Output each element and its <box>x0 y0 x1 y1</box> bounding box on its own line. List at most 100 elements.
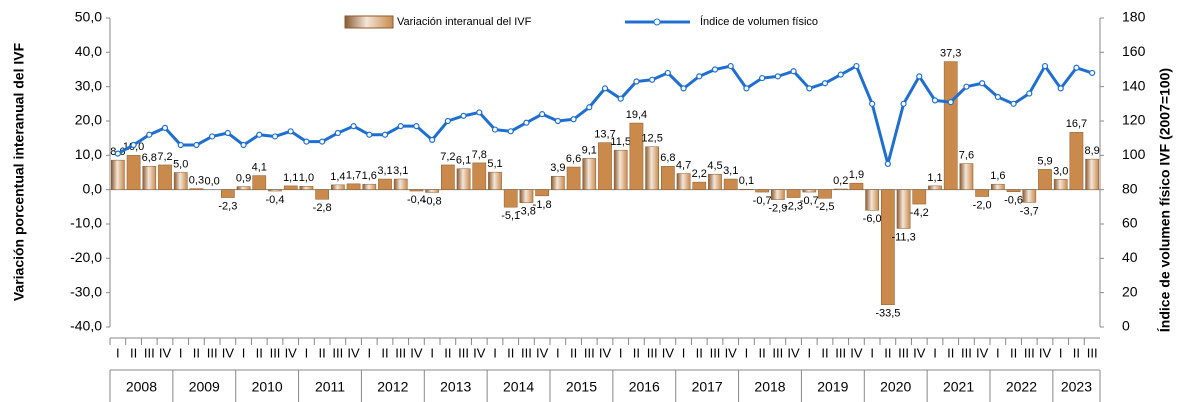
value-label: 6,1 <box>456 155 471 167</box>
line-marker <box>790 68 797 75</box>
y-axis-label: Variación porcentual interanual del IVF <box>11 42 27 301</box>
x-tick-label: III <box>835 345 846 360</box>
bar <box>912 189 927 205</box>
line-marker <box>979 80 986 87</box>
x-tick-label: III <box>1087 345 1098 360</box>
line-marker <box>350 123 357 130</box>
x-tick-label: II <box>507 345 514 360</box>
value-label: 6,6 <box>566 153 581 165</box>
x-tick-label: II <box>570 345 577 360</box>
y-tick-label: 40,0 <box>75 43 102 59</box>
value-label: 1,6 <box>362 170 377 182</box>
x-tick-label: II <box>319 345 326 360</box>
line-marker <box>821 80 829 87</box>
x-tick-label: IV <box>913 345 926 360</box>
y-tick-label: 50,0 <box>75 9 102 25</box>
x-tick-label: I <box>996 345 1000 360</box>
value-label: 5,0 <box>173 158 188 170</box>
y-tick-label: 0,0 <box>83 180 103 196</box>
bar <box>158 164 172 190</box>
bar <box>126 155 141 190</box>
line-marker <box>209 133 216 140</box>
value-label: 7,6 <box>959 149 974 161</box>
value-label: 4,7 <box>676 159 691 171</box>
value-label: 3,9 <box>550 162 565 174</box>
line-marker <box>743 85 750 92</box>
line-marker <box>1026 90 1033 97</box>
value-label: -33,5 <box>875 308 900 320</box>
bar <box>645 146 659 190</box>
y-tick-label: -30,0 <box>70 283 102 299</box>
line-marker <box>460 112 467 119</box>
line-marker <box>884 160 891 168</box>
legend-swatch <box>344 15 394 29</box>
y-tick-label: -20,0 <box>70 249 102 265</box>
bar <box>566 166 581 190</box>
x-tick-label: I <box>367 345 371 360</box>
line-marker <box>177 141 184 149</box>
line-marker <box>711 66 719 73</box>
line-marker <box>319 138 326 145</box>
value-label: 3,1 <box>723 165 738 177</box>
x-tick-label: II <box>1073 345 1080 360</box>
value-label: -11,3 <box>891 231 915 243</box>
x-tick-label: III <box>710 345 721 360</box>
value-label: 13,7 <box>594 129 615 141</box>
x-tick-label: I <box>619 345 623 360</box>
line-marker <box>413 123 420 130</box>
bar <box>519 189 534 203</box>
line-marker <box>224 129 231 137</box>
x-tick-label: II <box>381 345 388 360</box>
line-marker <box>601 85 609 92</box>
line-marker <box>429 136 436 143</box>
value-label: 19,4 <box>626 109 647 121</box>
bar <box>378 178 392 190</box>
line-marker <box>570 116 577 123</box>
bar <box>928 185 942 190</box>
line-marker <box>696 73 703 80</box>
bar <box>236 186 251 190</box>
x-tick-label: I <box>242 345 246 360</box>
line-marker <box>240 141 247 149</box>
bar <box>975 189 989 197</box>
x-tick-label: IV <box>222 345 235 360</box>
x-tick-label: III <box>1024 345 1035 360</box>
bar <box>991 183 1005 190</box>
value-label: 1,1 <box>283 172 298 184</box>
value-label: 7,2 <box>440 151 455 163</box>
bar <box>755 189 769 193</box>
value-label: 1,6 <box>990 170 1005 182</box>
bar <box>1053 179 1068 190</box>
line-marker <box>146 131 153 138</box>
value-label: 4,5 <box>707 160 722 172</box>
x-tick-label: I <box>116 345 120 360</box>
bar <box>959 163 974 190</box>
line-marker <box>1057 85 1064 92</box>
value-label: 2,2 <box>692 168 707 180</box>
line-marker <box>444 117 451 125</box>
x-tick-label: I <box>493 345 497 360</box>
y2-tick-label: 140 <box>1122 77 1146 93</box>
y-tick-label: -10,0 <box>70 215 102 231</box>
line-marker <box>680 85 687 92</box>
bar <box>692 181 707 190</box>
x-tick-label: I <box>745 345 749 360</box>
line-marker <box>931 97 939 104</box>
value-label: -0,6 <box>1004 195 1023 207</box>
year-label: 2012 <box>377 379 408 395</box>
bar <box>786 189 801 198</box>
line-marker <box>900 100 907 107</box>
bar <box>598 142 612 190</box>
y2-tick-label: 160 <box>1122 43 1146 59</box>
bar <box>315 189 329 200</box>
x-tick-label: IV <box>285 345 298 360</box>
bar <box>708 173 722 190</box>
value-label: -0,4 <box>407 194 426 206</box>
value-label: 9,1 <box>582 144 597 156</box>
bar <box>488 171 502 190</box>
line-marker <box>303 138 310 145</box>
value-label: 11,5 <box>610 136 631 148</box>
y2-tick-label: 80 <box>1122 180 1138 196</box>
value-label: -2,3 <box>218 200 237 212</box>
